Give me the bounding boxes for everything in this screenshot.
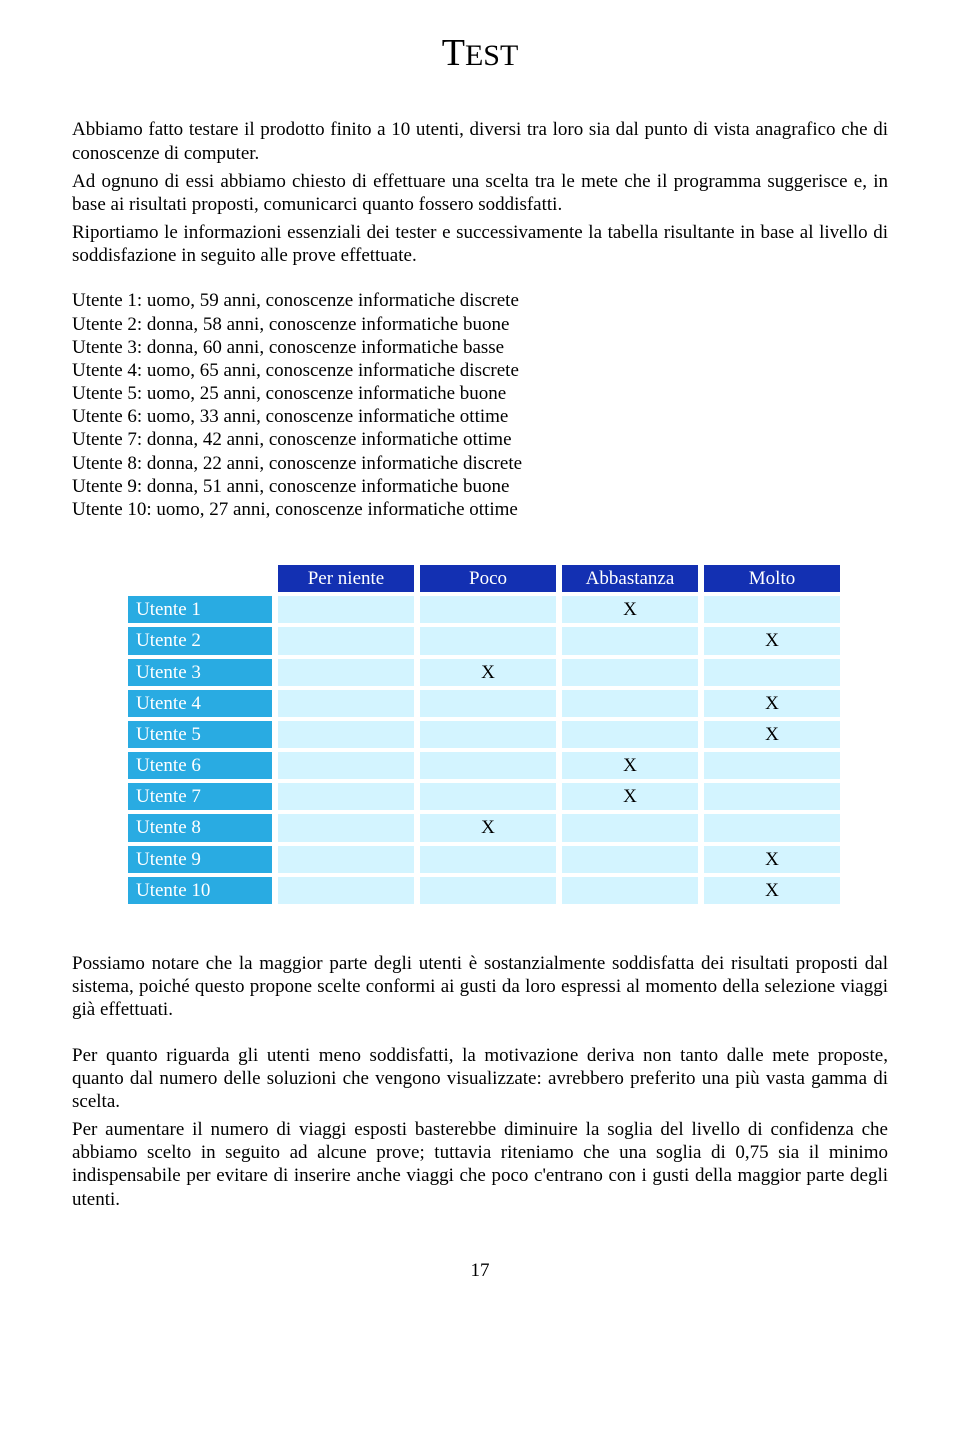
table-cell	[562, 877, 698, 904]
page-number: 17	[72, 1259, 888, 1282]
table-cell	[278, 690, 414, 717]
table-cell	[278, 814, 414, 841]
page-title: TEST	[72, 30, 888, 76]
table-column-header: Per niente	[278, 565, 414, 592]
table-cell	[278, 721, 414, 748]
table-cell	[278, 659, 414, 686]
table-row-label: Utente 4	[128, 690, 272, 717]
intro-paragraph-3: Riportiamo le informazioni essenziali de…	[72, 221, 888, 267]
table-cell	[420, 596, 556, 623]
table-cell	[420, 627, 556, 654]
outro-paragraph-2: Per quanto riguarda gli utenti meno sodd…	[72, 1044, 888, 1114]
table-row: Utente 7 X	[128, 783, 840, 810]
table-row: Utente 1 X	[128, 596, 840, 623]
table-cell	[704, 814, 840, 841]
table-row-label: Utente 3	[128, 659, 272, 686]
outro-paragraph-1: Possiamo notare che la maggior parte deg…	[72, 952, 888, 1022]
user-list-item: Utente 2: donna, 58 anni, conoscenze inf…	[72, 313, 888, 336]
document-page: TEST Abbiamo fatto testare il prodotto f…	[0, 0, 960, 1322]
table-row-label: Utente 1	[128, 596, 272, 623]
table-cell	[278, 877, 414, 904]
table-cell	[562, 690, 698, 717]
table-row: Utente 9 X	[128, 846, 840, 873]
table-column-header: Poco	[420, 565, 556, 592]
user-list-item: Utente 4: uomo, 65 anni, conoscenze info…	[72, 359, 888, 382]
table-row-label: Utente 5	[128, 721, 272, 748]
table-cell	[420, 721, 556, 748]
table-row: Utente 5 X	[128, 721, 840, 748]
table-cell: X	[562, 752, 698, 779]
table-cell	[420, 690, 556, 717]
user-list-item: Utente 9: donna, 51 anni, conoscenze inf…	[72, 475, 888, 498]
table-cell	[562, 814, 698, 841]
table-corner-blank	[128, 565, 272, 592]
table-cell	[562, 627, 698, 654]
satisfaction-table: Per nientePocoAbbastanzaMoltoUtente 1XUt…	[122, 561, 846, 908]
table-header-row: Per nientePocoAbbastanzaMolto	[128, 565, 840, 592]
table-row-label: Utente 10	[128, 877, 272, 904]
title-rest: EST	[465, 39, 518, 72]
table-row: Utente 10 X	[128, 877, 840, 904]
table-row: Utente 3 X	[128, 659, 840, 686]
table-column-header: Abbastanza	[562, 565, 698, 592]
table-row-label: Utente 9	[128, 846, 272, 873]
table-row: Utente 2 X	[128, 627, 840, 654]
table-row: Utente 8 X	[128, 814, 840, 841]
satisfaction-table-wrap: Per nientePocoAbbastanzaMoltoUtente 1XUt…	[72, 561, 888, 908]
table-cell	[704, 659, 840, 686]
table-column-header: Molto	[704, 565, 840, 592]
table-cell: X	[562, 596, 698, 623]
table-cell: X	[704, 690, 840, 717]
intro-paragraph-2: Ad ognuno di essi abbiamo chiesto di eff…	[72, 170, 888, 216]
table-cell	[278, 596, 414, 623]
table-row-label: Utente 8	[128, 814, 272, 841]
table-row-label: Utente 2	[128, 627, 272, 654]
table-cell	[420, 877, 556, 904]
user-list-item: Utente 8: donna, 22 anni, conoscenze inf…	[72, 452, 888, 475]
user-list-item: Utente 1: uomo, 59 anni, conoscenze info…	[72, 289, 888, 312]
table-row: Utente 6 X	[128, 752, 840, 779]
table-cell	[562, 659, 698, 686]
table-cell	[278, 783, 414, 810]
table-cell	[704, 596, 840, 623]
table-cell	[562, 721, 698, 748]
outro-paragraph-3: Per aumentare il numero di viaggi espost…	[72, 1118, 888, 1211]
user-list-item: Utente 5: uomo, 25 anni, conoscenze info…	[72, 382, 888, 405]
table-cell	[278, 627, 414, 654]
intro-paragraph-1: Abbiamo fatto testare il prodotto finito…	[72, 118, 888, 164]
table-cell	[704, 783, 840, 810]
table-cell: X	[420, 814, 556, 841]
table-cell: X	[704, 846, 840, 873]
user-list: Utente 1: uomo, 59 anni, conoscenze info…	[72, 289, 888, 521]
table-cell: X	[704, 721, 840, 748]
table-cell: X	[420, 659, 556, 686]
table-cell: X	[704, 627, 840, 654]
table-cell	[420, 752, 556, 779]
table-cell: X	[562, 783, 698, 810]
table-cell	[704, 752, 840, 779]
table-cell	[562, 846, 698, 873]
table-row-label: Utente 7	[128, 783, 272, 810]
table-cell	[420, 846, 556, 873]
user-list-item: Utente 3: donna, 60 anni, conoscenze inf…	[72, 336, 888, 359]
user-list-item: Utente 6: uomo, 33 anni, conoscenze info…	[72, 405, 888, 428]
table-cell	[278, 846, 414, 873]
user-list-item: Utente 7: donna, 42 anni, conoscenze inf…	[72, 428, 888, 451]
table-row: Utente 4 X	[128, 690, 840, 717]
title-prefix: T	[442, 32, 465, 74]
table-cell: X	[704, 877, 840, 904]
user-list-item: Utente 10: uomo, 27 anni, conoscenze inf…	[72, 498, 888, 521]
table-row-label: Utente 6	[128, 752, 272, 779]
table-cell	[278, 752, 414, 779]
table-cell	[420, 783, 556, 810]
